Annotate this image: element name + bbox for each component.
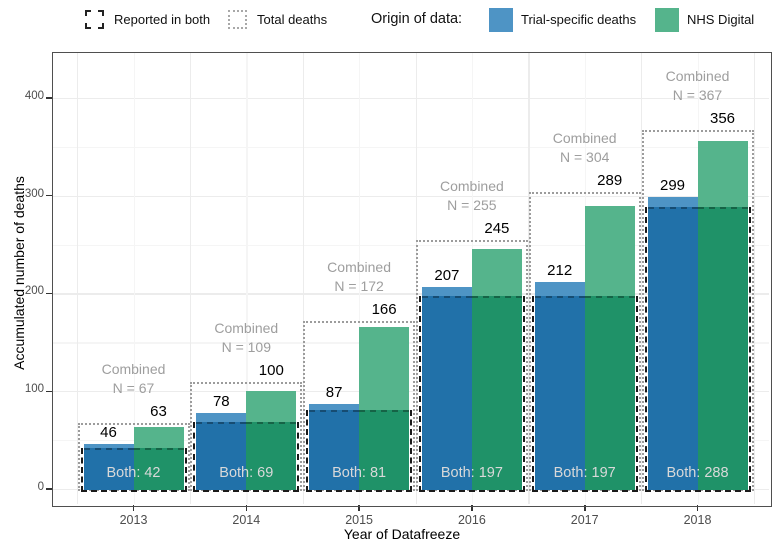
legend-label-trial: Trial-specific deaths <box>521 12 637 27</box>
both-count-label: Both: 288 <box>666 465 729 481</box>
gridline-minor <box>246 53 248 504</box>
x-tick-label: 2014 <box>232 513 261 527</box>
nhs-value-label: 245 <box>484 219 510 237</box>
gridline-major <box>302 53 304 504</box>
gridline-major <box>753 53 756 504</box>
x-tick-label: 2015 <box>345 513 373 527</box>
combined-n-label: Combined N = 172 <box>327 258 391 294</box>
combined-n-label: Combined N = 255 <box>439 177 504 213</box>
both-overlay-trial <box>534 296 585 490</box>
nhs-value-label: 100 <box>258 362 284 380</box>
legend-label-nhs: NHS Digital <box>687 12 755 27</box>
combined-n-label: Combined N = 67 <box>101 361 166 397</box>
gridline-major <box>53 195 769 197</box>
both-outline <box>644 207 751 492</box>
both-count-label: Both: 197 <box>440 465 503 481</box>
nhs-digital-swatch-icon <box>655 8 679 32</box>
both-overlay-nhs <box>133 447 184 490</box>
both-outline <box>418 296 525 492</box>
both-overlay-nhs <box>471 296 522 490</box>
both-outline <box>531 296 638 492</box>
both-count-label: Both: 81 <box>332 465 387 481</box>
gridline-major <box>53 293 769 295</box>
y-tick-mark <box>46 390 52 392</box>
both-count-label: Both: 69 <box>219 465 274 481</box>
gridline-minor <box>53 244 769 246</box>
y-tick-label: 0 <box>37 481 44 493</box>
trial-value-label: 87 <box>325 383 343 401</box>
gridline-minor <box>53 146 769 148</box>
gridline-minor <box>133 53 135 504</box>
both-outline <box>306 409 413 492</box>
total-deaths-key-icon <box>228 10 247 29</box>
legend-label-reported-in-both: Reported in both <box>114 12 211 27</box>
both-outline <box>193 421 300 492</box>
trial-specific-swatch-icon <box>489 8 513 32</box>
y-tick-label: 300 <box>24 187 44 200</box>
x-tick-label: 2017 <box>570 513 599 527</box>
y-tick-mark <box>46 97 52 99</box>
both-overlay-trial <box>196 421 247 490</box>
legend-label-total-deaths: Total deaths <box>257 12 328 27</box>
nhs-value-label: 63 <box>150 403 167 421</box>
y-tick-mark <box>46 292 52 295</box>
gridline-major <box>53 97 769 100</box>
combined-n-label: Combined N = 109 <box>214 320 279 356</box>
gridline-minor <box>53 342 769 344</box>
both-overlay-nhs <box>584 296 635 490</box>
both-outline <box>80 447 187 492</box>
combined-n-label: Combined N = 304 <box>552 129 617 165</box>
both-overlay-trial <box>647 207 698 490</box>
combined-outline <box>641 130 754 491</box>
trial-value-label: 212 <box>547 261 573 279</box>
x-tick-mark <box>696 505 699 511</box>
x-tick-label: 2013 <box>119 513 148 527</box>
both-overlay-nhs <box>246 421 297 490</box>
y-tick-label: 100 <box>24 383 44 396</box>
gridline-major <box>189 53 192 504</box>
combined-n-label: Combined N = 367 <box>665 68 730 104</box>
y-tick-mark <box>46 194 52 197</box>
both-count-label: Both: 42 <box>106 465 161 481</box>
x-tick-label: 2018 <box>683 513 712 527</box>
both-overlay-nhs <box>697 207 748 490</box>
both-overlay-trial <box>83 447 134 490</box>
x-tick-mark <box>132 505 135 511</box>
trial-value-label: 207 <box>434 266 460 284</box>
x-tick-mark <box>471 505 473 511</box>
x-axis-title: Year of Datafreeze <box>343 526 461 542</box>
x-tick-mark <box>358 505 360 511</box>
both-overlay-trial <box>309 409 360 490</box>
y-axis-title: Accumulated number of deaths <box>11 176 27 370</box>
chart-legend: Reported in both Total deaths Origin of … <box>0 0 778 42</box>
gridline-major <box>53 391 769 393</box>
trial-value-label: 46 <box>100 424 117 441</box>
x-tick-mark <box>584 505 586 511</box>
gridline-minor <box>359 53 361 504</box>
both-overlay-trial <box>421 296 472 490</box>
legend-origin-title: Origin of data: <box>371 11 463 27</box>
both-overlay-nhs <box>359 409 410 490</box>
y-tick-mark <box>46 488 52 490</box>
y-tick-label: 200 <box>24 285 44 298</box>
nhs-value-label: 289 <box>597 171 623 189</box>
both-count-label: Both: 197 <box>553 465 616 481</box>
nhs-value-label: 356 <box>709 110 736 128</box>
x-tick-label: 2016 <box>457 513 486 527</box>
x-tick-mark <box>245 505 248 511</box>
gridline-major <box>77 53 79 504</box>
y-tick-label: 400 <box>24 89 44 102</box>
trial-value-label: 299 <box>659 176 686 194</box>
trial-value-label: 78 <box>212 392 230 410</box>
nhs-value-label: 166 <box>371 300 397 318</box>
reported-in-both-key-icon <box>85 10 104 29</box>
